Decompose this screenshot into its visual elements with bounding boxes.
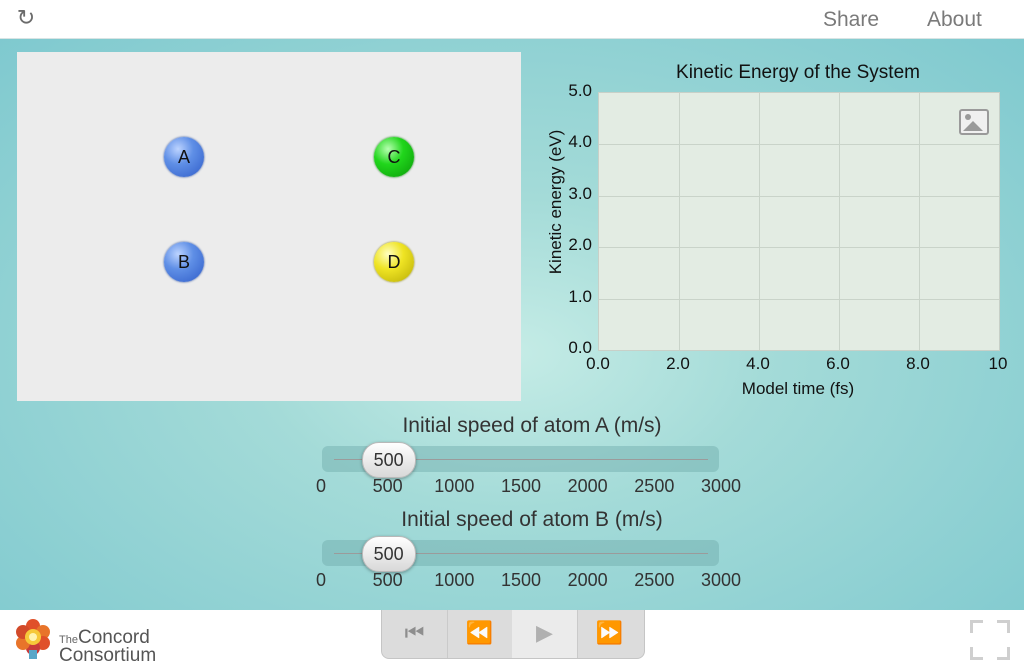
playback-controls: ⏮ ⏪ ▶ ⏩ [381, 610, 645, 659]
slider-tick-label: 500 [372, 476, 403, 496]
x-tick-label: 6.0 [826, 354, 850, 373]
slider-tick-label: 2500 [634, 476, 675, 496]
atom-a[interactable]: A [164, 137, 204, 177]
slider-tick-label: 3000 [700, 476, 742, 496]
concord-flower-icon [16, 619, 50, 659]
about-link[interactable]: About [927, 8, 982, 31]
x-tick-label: 10 [988, 354, 1008, 373]
grid-line-horizontal [599, 247, 999, 249]
atom-c[interactable]: C [374, 137, 414, 177]
slider-tick-label: 2000 [567, 476, 608, 496]
grid-line-vertical [919, 93, 920, 350]
grid-line-horizontal [599, 298, 999, 300]
slider-title: Initial speed of atom A (m/s) [402, 414, 662, 437]
slider-tick-label: 1500 [500, 570, 542, 590]
logo-line1: Concord [77, 627, 150, 648]
x-tick-label: 4.0 [746, 354, 770, 373]
x-axis-label: Model time (fs) [741, 379, 855, 398]
slider-tick-label: 0 [315, 476, 326, 496]
image-icon[interactable] [959, 109, 989, 135]
y-tick-label: 3.0 [568, 183, 592, 203]
x-tick-label: 2.0 [666, 354, 690, 373]
slider-atom-b: Initial speed of atom B (m/s) 500 0 500 10… [312, 506, 752, 596]
y-tick-label: 5.0 [568, 81, 592, 100]
fullscreen-icon[interactable] [968, 618, 1012, 662]
kinetic-energy-graph: Kinetic Energy of the System 0.0 1.0 2.0 3.… [540, 52, 1010, 410]
grid-line-vertical [759, 93, 760, 350]
x-tick-label: 0.0 [586, 354, 610, 373]
atom-d[interactable]: D [374, 242, 414, 282]
grid-line-vertical [839, 93, 840, 350]
model-container[interactable]: A B C D [17, 52, 521, 401]
y-tick-label: 1.0 [568, 286, 592, 306]
share-link[interactable]: Share [823, 8, 880, 31]
plot-area[interactable] [598, 92, 1000, 351]
atom-b[interactable]: B [164, 242, 204, 282]
reset-to-start-icon[interactable]: ⏮ [382, 610, 448, 658]
play-icon[interactable]: ▶ [512, 610, 578, 658]
y-axis-label: Kinetic energy (eV) [546, 129, 565, 275]
top-bar: ↻ Share About [0, 0, 1024, 39]
slider-handle[interactable]: 500 [361, 536, 416, 572]
grid-line-horizontal [599, 144, 999, 146]
concord-logo[interactable]: TheConcord Consortium [12, 616, 182, 666]
reload-icon[interactable]: ↻ [16, 6, 36, 31]
bottom-bar: TheConcord Consortium ⏮ ⏪ ▶ ⏩ [0, 610, 1024, 670]
y-tick-label: 4.0 [568, 132, 592, 152]
graph-title: Kinetic Energy of the System [676, 62, 920, 83]
slider-tick-label: 2000 [567, 570, 608, 590]
slider-tick-label: 1500 [500, 476, 542, 496]
slider-atom-a: Initial speed of atom A (m/s) 500 0 500 10… [312, 412, 752, 502]
slider-tick-label: 2500 [634, 570, 675, 590]
slider-tick-label: 1000 [434, 570, 475, 590]
y-tick-label: 0.0 [568, 338, 592, 357]
logo-the: The [59, 634, 78, 646]
logo-line2: Consortium [59, 645, 157, 666]
slider-handle[interactable]: 500 [361, 442, 416, 478]
grid-line-horizontal [599, 195, 999, 197]
y-tick-label: 2.0 [568, 235, 592, 255]
x-tick-label: 8.0 [906, 354, 930, 373]
step-forward-icon[interactable]: ⏩ [595, 621, 624, 646]
slider-tick-label: 500 [372, 570, 403, 590]
grid-line-vertical [679, 93, 680, 350]
interactive-area: A B C D Kinetic Energy of the System 0.0… [0, 39, 1024, 610]
slider-tick-label: 0 [315, 570, 326, 590]
slider-tick-label: 3000 [700, 570, 742, 590]
slider-title: Initial speed of atom B (m/s) [401, 508, 663, 531]
slider-tick-label: 1000 [434, 476, 475, 496]
step-back-icon[interactable]: ⏪ [447, 610, 513, 658]
